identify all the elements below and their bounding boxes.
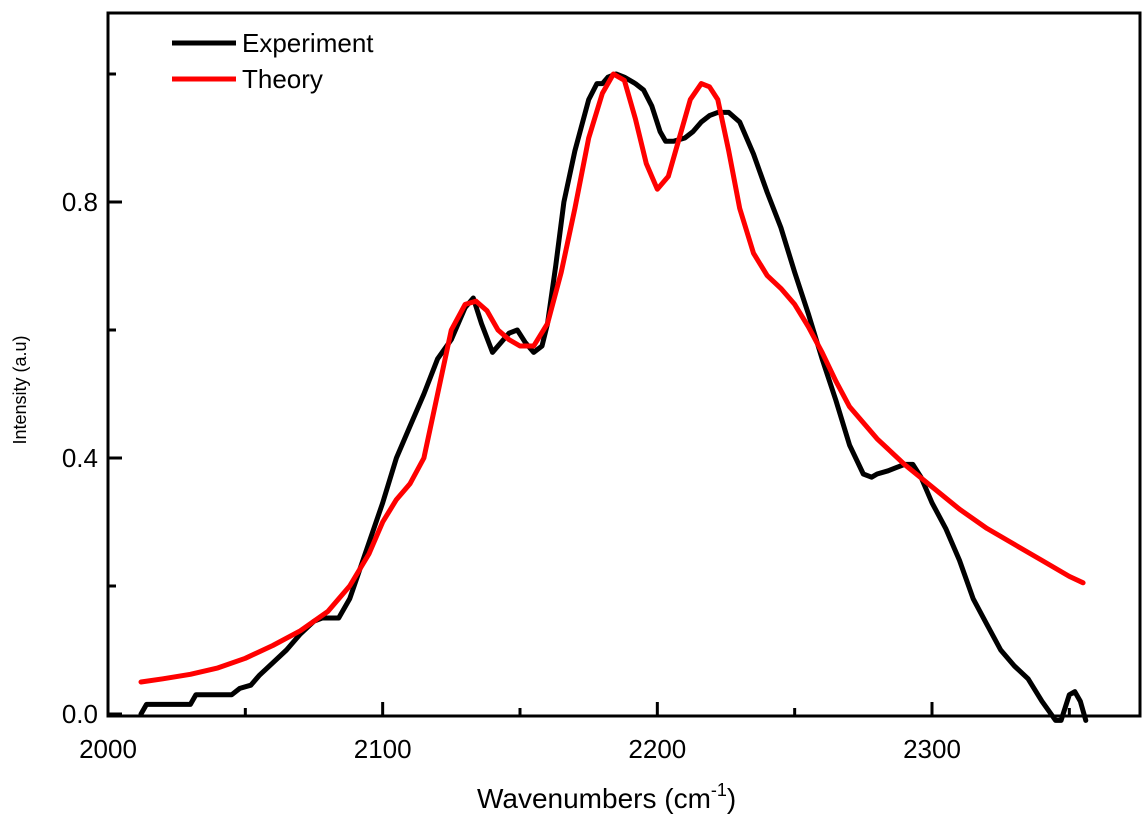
x-axis-title: Wavenumbers (cm-1) — [477, 780, 736, 814]
series-line-theory — [138, 71, 1086, 685]
x-axis-title-sup: -1 — [711, 780, 727, 800]
x-axis-title-main: Wavenumbers (cm — [477, 783, 711, 814]
x-tick-label-2200: 2200 — [628, 734, 686, 764]
x-axis-ticks: 2000 2100 2200 2300 — [79, 702, 961, 764]
series-line-experiment — [138, 71, 1089, 723]
x-tick-label-2100: 2100 — [354, 734, 412, 764]
legend-label-experiment: Experiment — [242, 28, 374, 58]
y-axis-title: Intensity (a.u) — [10, 335, 30, 444]
y-tick-label-0.8: 0.8 — [62, 187, 98, 217]
legend-label-theory: Theory — [242, 64, 323, 94]
y-tick-label-0.0: 0.0 — [62, 699, 98, 729]
y-tick-label-0.4: 0.4 — [62, 443, 98, 473]
legend: Experiment Theory — [172, 28, 374, 94]
x-tick-label-2300: 2300 — [903, 734, 961, 764]
plot-frame — [106, 11, 1142, 718]
series-layer — [138, 71, 1089, 723]
x-axis-title-close: ) — [727, 783, 736, 814]
x-tick-label-2000: 2000 — [79, 734, 137, 764]
y-axis-ticks: 0.0 0.4 0.8 — [62, 187, 122, 729]
